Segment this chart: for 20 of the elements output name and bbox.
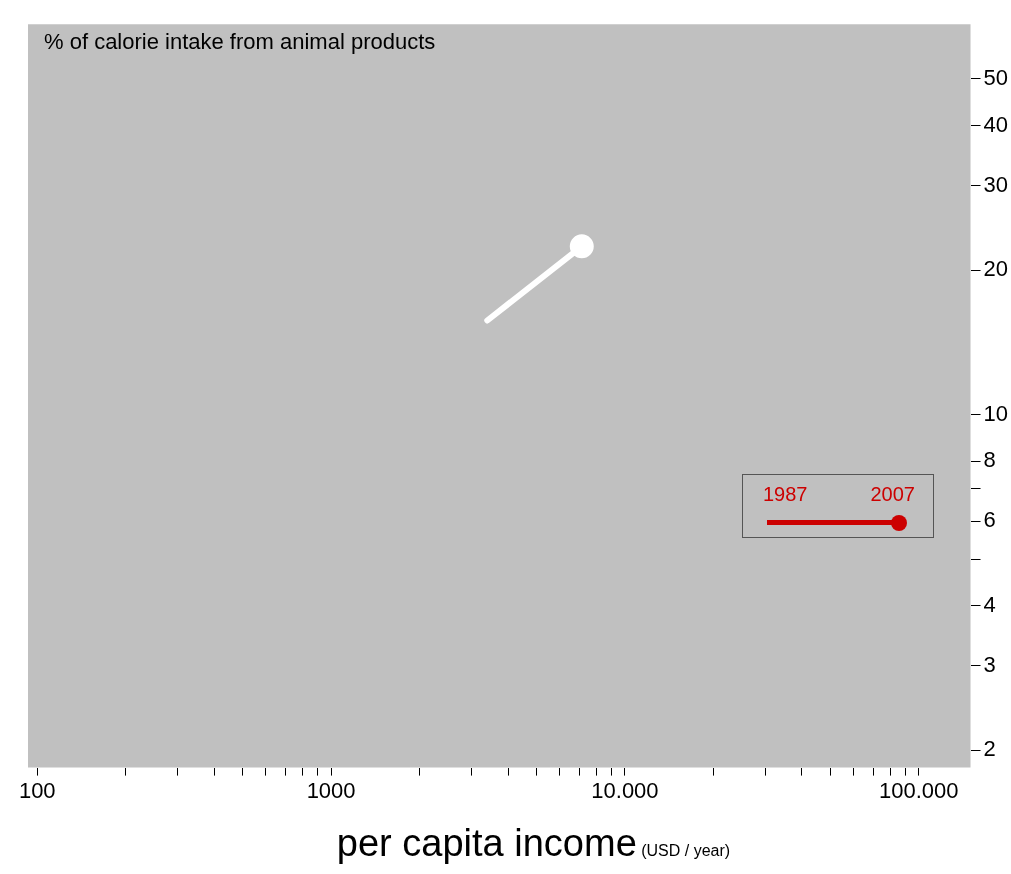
text: (USD / year) [641,842,731,859]
y-tick-label: 2 [983,736,996,762]
year-key: 1987 2007 [742,474,934,538]
y-tick-label: 4 [983,591,996,617]
x-tick-label: 1000 [306,777,356,803]
y-tick-label: 8 [983,447,996,473]
x-axis-title: per capita income [336,822,637,864]
chart-title: % of calorie intake from animal products [44,29,436,55]
y-tick-label: 30 [983,171,1009,197]
x-tick-label: 100.000 [879,777,959,803]
y-tick-label: 50 [983,64,1009,90]
annotation: 1987 [763,483,808,506]
y-tick-label: 3 [983,651,996,677]
y-tick-label: 20 [983,256,1009,282]
x-tick-label: 10.000 [591,777,659,803]
y-tick-label: 6 [983,507,996,533]
y-tick-label: 10 [983,400,1009,426]
x-tick-label: 100 [18,777,56,803]
y-tick-label: 40 [983,111,1009,137]
annotation: 2007 [870,483,915,506]
